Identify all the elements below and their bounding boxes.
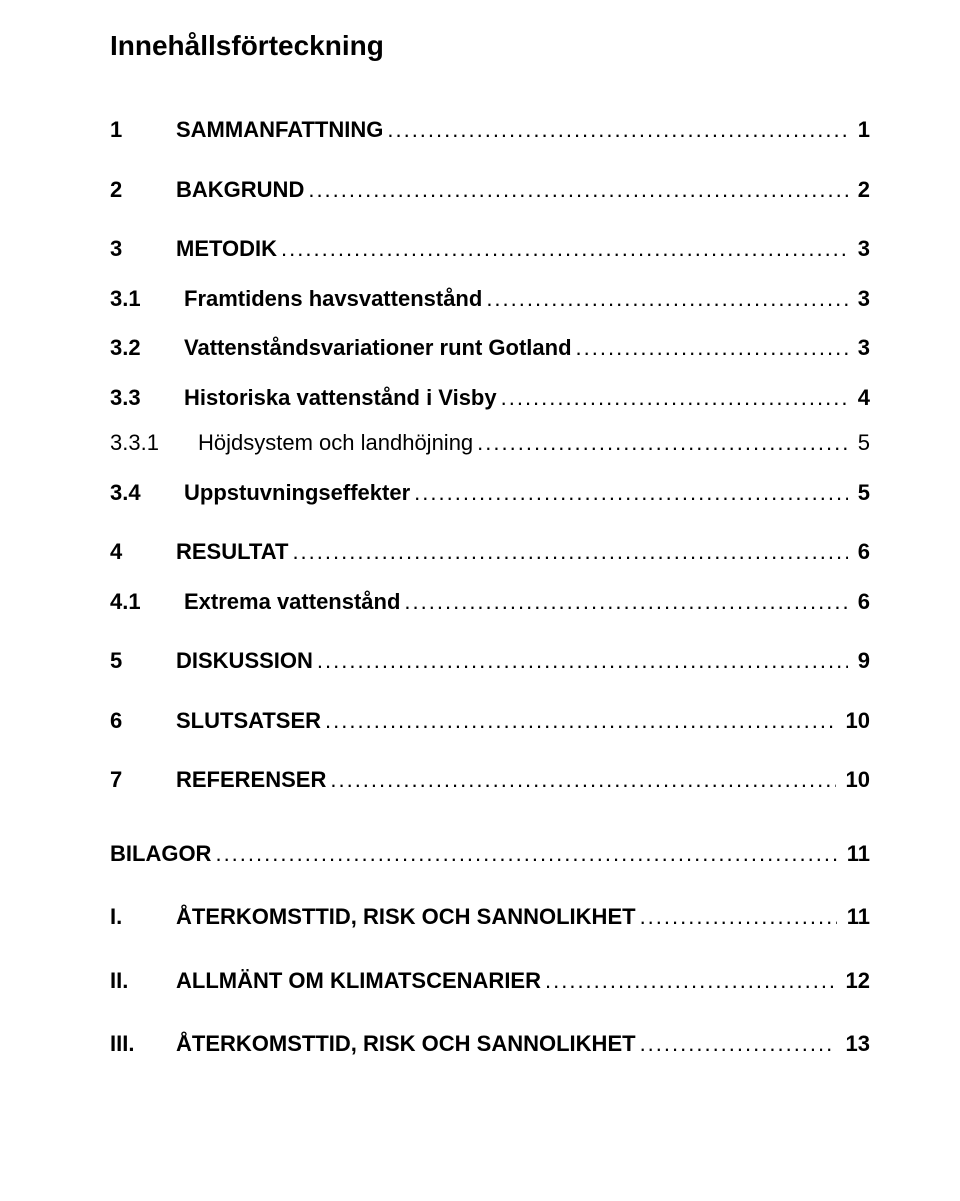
toc-entry-page: 1 <box>852 116 870 144</box>
toc-leader <box>477 429 848 457</box>
toc-entry-label: DISKUSSION <box>176 647 313 675</box>
toc-entry-number: 3.4 <box>110 479 184 507</box>
toc-entry-label: BAKGRUND <box>176 176 304 204</box>
toc-entry-number: 2 <box>110 176 176 204</box>
toc-entry-page: 10 <box>840 707 870 735</box>
appendix-entry-page: 12 <box>840 967 870 995</box>
toc-entry-page: 6 <box>852 588 870 616</box>
toc-leader <box>387 116 847 144</box>
toc-entry-number: 6 <box>110 707 176 735</box>
toc-leader <box>414 479 848 507</box>
toc-entry-label: REFERENSER <box>176 766 326 794</box>
appendix-entry-number: II. <box>110 967 176 995</box>
toc-row: 3.4Uppstuvningseffekter 5 <box>110 479 870 507</box>
toc-leader <box>501 384 848 412</box>
toc-leader <box>545 967 836 995</box>
toc-entry-number: 4.1 <box>110 588 184 616</box>
toc-leader <box>308 176 847 204</box>
toc-entry-number: 3.2 <box>110 334 184 362</box>
toc-entry-page: 6 <box>852 538 870 566</box>
toc-leader <box>330 766 835 794</box>
toc-entry-page: 5 <box>852 429 870 457</box>
toc-entry-label: Extrema vattenstånd <box>184 588 400 616</box>
toc-entry-page: 9 <box>852 647 870 675</box>
toc-leader <box>640 1030 836 1058</box>
toc-row: 3.1Framtidens havsvattenstånd 3 <box>110 285 870 313</box>
toc-entry-number: 4 <box>110 538 176 566</box>
toc-entry-number: 1 <box>110 116 176 144</box>
toc-entry-number: 3.3 <box>110 384 184 412</box>
toc-leader <box>640 903 837 931</box>
toc-entry-label: METODIK <box>176 235 277 263</box>
toc-entry-page: 4 <box>852 384 870 412</box>
toc-entry-label: SAMMANFATTNING <box>176 116 383 144</box>
toc-entry-label: SLUTSATSER <box>176 707 321 735</box>
toc-leader <box>292 538 847 566</box>
toc-leader <box>215 840 836 868</box>
appendix-header-label: BILAGOR <box>110 840 211 868</box>
appendix-entry-number: III. <box>110 1030 176 1058</box>
appendix-entry-label: ALLMÄNT OM KLIMATSCENARIER <box>176 967 541 995</box>
toc-entry-page: 5 <box>852 479 870 507</box>
toc-entry-page: 3 <box>852 235 870 263</box>
toc-entry-number: 3.1 <box>110 285 184 313</box>
toc-row: 7REFERENSER 10 <box>110 766 870 794</box>
toc-row: 4.1Extrema vattenstånd 6 <box>110 588 870 616</box>
appendix-header-row: BILAGOR 11 <box>110 840 870 868</box>
toc-row: 4RESULTAT 6 <box>110 538 870 566</box>
toc-row: 3.3Historiska vattenstånd i Visby 4 <box>110 384 870 412</box>
appendix-row: I.ÅTERKOMSTTID, RISK OCH SANNOLIKHET 11 <box>110 903 870 931</box>
appendix-row: II.ALLMÄNT OM KLIMATSCENARIER 12 <box>110 967 870 995</box>
toc-entry-label: Höjdsystem och landhöjning <box>198 429 473 457</box>
toc-entry-number: 7 <box>110 766 176 794</box>
toc-row: 1SAMMANFATTNING1 <box>110 116 870 144</box>
toc-row: 6SLUTSATSER 10 <box>110 707 870 735</box>
toc-entry-label: Vattenståndsvariationer runt Gotland <box>184 334 572 362</box>
toc-row: 3.2Vattenståndsvariationer runt Gotland 3 <box>110 334 870 362</box>
appendix-entry-label: ÅTERKOMSTTID, RISK OCH SANNOLIKHET <box>176 1030 636 1058</box>
toc-leader <box>325 707 835 735</box>
toc-entry-page: 3 <box>852 285 870 313</box>
appendix-entry-page: 11 <box>841 903 870 931</box>
toc-leader <box>576 334 848 362</box>
toc-entry-label: RESULTAT <box>176 538 288 566</box>
toc-main-list: 1SAMMANFATTNING12BAKGRUND23METODIK33.1Fr… <box>110 116 870 794</box>
toc-entry-page: 3 <box>852 334 870 362</box>
toc-row: 2BAKGRUND2 <box>110 176 870 204</box>
toc-entry-page: 10 <box>840 766 870 794</box>
toc-row: 3.3.1Höjdsystem och landhöjning 5 <box>110 429 870 457</box>
toc-row: 3METODIK3 <box>110 235 870 263</box>
toc-entry-label: Historiska vattenstånd i Visby <box>184 384 497 412</box>
appendix-row: III.ÅTERKOMSTTID, RISK OCH SANNOLIKHET 13 <box>110 1030 870 1058</box>
toc-entry-number: 3 <box>110 235 176 263</box>
toc-entry-label: Uppstuvningseffekter <box>184 479 410 507</box>
toc-leader <box>281 235 848 263</box>
toc-row: 5DISKUSSION 9 <box>110 647 870 675</box>
toc-entry-number: 5 <box>110 647 176 675</box>
toc-entry-page: 2 <box>852 176 870 204</box>
toc-title: Innehållsförteckning <box>110 30 870 62</box>
toc-leader <box>317 647 848 675</box>
appendix-entry-number: I. <box>110 903 176 931</box>
toc-entry-number: 3.3.1 <box>110 429 198 457</box>
toc-appendix-list: I.ÅTERKOMSTTID, RISK OCH SANNOLIKHET11II… <box>110 903 870 1058</box>
appendix-entry-label: ÅTERKOMSTTID, RISK OCH SANNOLIKHET <box>176 903 636 931</box>
toc-leader <box>404 588 847 616</box>
appendix-header-page: 11 <box>841 840 870 868</box>
toc-leader <box>486 285 847 313</box>
toc-entry-label: Framtidens havsvattenstånd <box>184 285 482 313</box>
appendix-entry-page: 13 <box>840 1030 870 1058</box>
